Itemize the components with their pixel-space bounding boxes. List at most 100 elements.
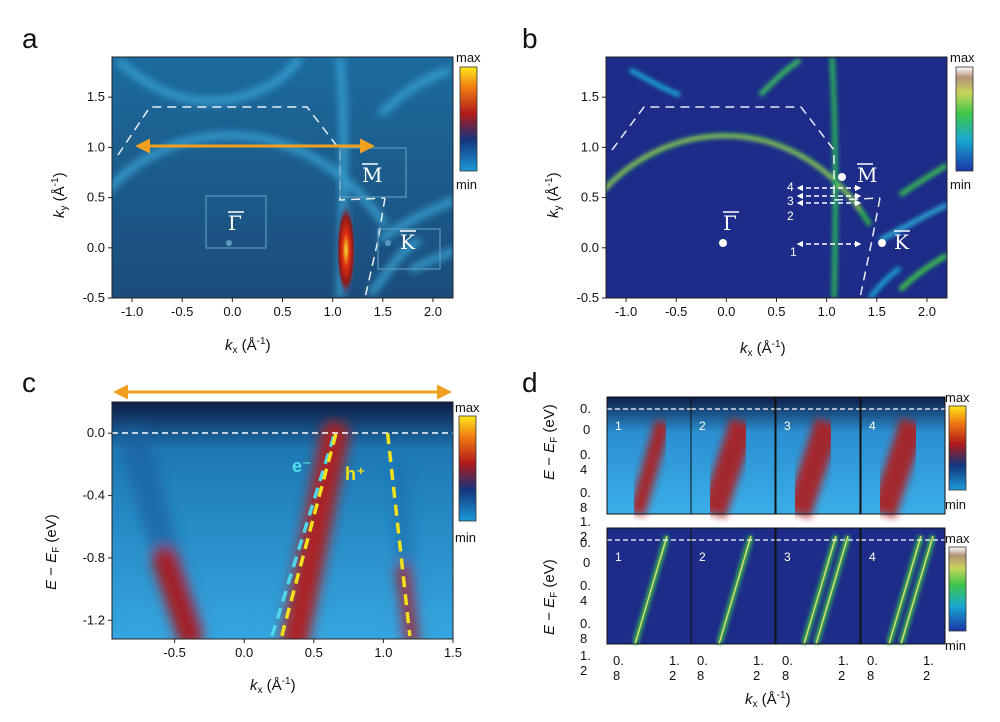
panel-c-series [270, 432, 412, 637]
panel-b-features [606, 57, 947, 298]
panel-c-xtick-label: 1.0 [374, 645, 392, 660]
panel-c-axes: -0.5 0.0 0.5 1.0 1.5 0.0 -0.4 -0.8 -1.2 [83, 425, 462, 660]
panel-b-label: b [522, 23, 538, 54]
k-point [385, 240, 391, 246]
panel-c-series-line [385, 432, 412, 637]
panel-d-cut-label: 2 [699, 419, 706, 433]
panel-d-cell: 4 [860, 527, 946, 645]
panel-b-xtick-label: 1.5 [868, 304, 886, 319]
panel-d-xtick-label: 0. 8 [613, 653, 624, 683]
panel-c-label: c [22, 367, 36, 398]
panel-a-xtick-label: -1.0 [121, 304, 143, 319]
panel-c-ylabel: E − EF (eV) [43, 514, 62, 590]
panel-b-cbar-min: min [950, 177, 971, 192]
panel-a-xlabel: kx (Å-1) [225, 336, 271, 356]
panel-c-cbar-max: max [455, 400, 480, 415]
panel-d-cut-label: 2 [699, 550, 706, 564]
panel-c-xtick-label: 0.0 [235, 645, 253, 660]
panel-d-cut-label: 3 [784, 419, 791, 433]
panel-d-cell: 2 [690, 527, 776, 645]
gamma-symbol-b: Γ [723, 211, 737, 235]
panel-d-ytick-label: 0. 8 [580, 485, 591, 515]
panel-b-ytick-label: -0.5 [577, 290, 599, 305]
panel-d-cell: 1 [606, 396, 692, 517]
panel-b-ytick-label: 1.5 [581, 89, 599, 104]
panel-c-xlabel: kx (Å-1) [250, 676, 296, 696]
panel-b-xtick-label: 0.5 [767, 304, 785, 319]
panel-a-xtick-label: 0.5 [273, 304, 291, 319]
hotspot [336, 202, 356, 298]
panel-d-cell: 2 [690, 396, 776, 519]
panel-a-ytick-label: 0.0 [87, 240, 105, 255]
panel-d-cbar-top-max: max [945, 390, 970, 405]
panel-d-xtick-label: 1. 2 [923, 653, 934, 683]
panel-d-cell: 1 [606, 527, 692, 645]
k-symbol-b: K [894, 230, 910, 254]
panel-d-cbar-bottom-max: max [945, 531, 970, 546]
panel-d-ylabel-top: E − EF (eV) [541, 404, 560, 480]
panel-a-label: a [22, 23, 38, 54]
panel-c-ytick-label: -0.4 [83, 488, 105, 503]
panel-c-colorbar [458, 415, 477, 522]
panel-d-xtick-label: 1. 2 [669, 653, 680, 683]
m-symbol-b: M [857, 163, 877, 187]
panel-c-ytick-label: -1.2 [83, 612, 105, 627]
panel-b-axes: -1.0 -0.5 0.0 0.5 1.0 1.5 2.0 -0.5 0.0 0.5 1.0 1.5 [577, 89, 936, 319]
panel-d-xtick-label: 1. 2 [753, 653, 764, 683]
panel-d-cell: 3 [775, 527, 861, 645]
panel-c-ytick-label: -0.8 [83, 550, 105, 565]
electron-label: e⁻ [292, 456, 312, 476]
gamma-point-b [719, 239, 727, 247]
panel-c-plot: e⁻ h⁺ [111, 401, 454, 640]
cut-label-3: 3 [787, 194, 794, 208]
panel-d-cut-label: 4 [869, 419, 876, 433]
panel-d-ytick-label: 0 [583, 555, 590, 570]
panel-d-xlabel: kx (Å-1) [745, 690, 791, 710]
panel-d-xtick-label: 0. 8 [782, 653, 793, 683]
panel-b-xtick-label: 0.0 [717, 304, 735, 319]
gamma-symbol: Γ [228, 211, 242, 235]
panel-d-ytick-label: 1. 2 [580, 648, 591, 678]
panel-b-ytick-label: 1.0 [581, 139, 599, 154]
panel-a-plot: Γ M K [111, 56, 454, 299]
panel-d-ytick-label: 0. [580, 535, 591, 550]
panel-d-cut-label: 4 [869, 550, 876, 564]
panel-a-xtick-label: 1.0 [324, 304, 342, 319]
hole-label: h⁺ [345, 464, 366, 484]
panel-d-cbar-bottom-min: min [945, 638, 966, 653]
panel-d-cut-label: 3 [784, 550, 791, 564]
k-symbol: K [400, 230, 416, 254]
panel-a-colorbar [459, 66, 478, 172]
panel-a-cbar-max: max [456, 50, 481, 65]
panel-b-ytick-label: 0.5 [581, 190, 599, 205]
panel-b-ylabel: ky (Å-1) [544, 172, 564, 218]
panel-c-ytick-label: 0.0 [87, 425, 105, 440]
panel-c-xtick-label: -0.5 [163, 645, 185, 660]
panel-a-ytick-label: -0.5 [83, 290, 105, 305]
panel-d-cut-label: 1 [615, 419, 622, 433]
panel-a-features [112, 57, 453, 298]
panel-a-ylabel: ky (Å-1) [50, 172, 70, 218]
k-box [377, 228, 441, 270]
panel-c-cbar-min: min [455, 530, 476, 545]
panel-d-plot: 1 2 3 41 2 3 40.00. 40. 81. 20.00. 40. 81. 20. 81. 20.… [580, 396, 946, 683]
panel-c-xtick-label: 1.5 [444, 645, 462, 660]
k-point-b [878, 239, 886, 247]
panel-d-xtick-label: 1. 2 [838, 653, 849, 683]
panel-d-ytick-label: 0. 4 [580, 578, 591, 608]
panel-d-label: d [522, 367, 538, 398]
panel-a-ytick-label: 1.5 [87, 89, 105, 104]
panel-d-ytick-label: 1. 2 [580, 514, 591, 544]
panel-a-xtick-label: 1.5 [374, 304, 392, 319]
cut-label-2: 2 [787, 209, 794, 223]
m-point-b [838, 173, 846, 181]
panel-a-axes: -1.0 -0.5 0.0 0.5 1.0 1.5 2.0 -0.5 0.0 0.5 1.0 1.5 [83, 89, 442, 319]
panel-d-colorbar-bottom [948, 546, 967, 632]
panel-b-colorbar [955, 66, 974, 172]
panel-c-features [112, 421, 453, 639]
panel-b-cbar-max: max [950, 50, 975, 65]
panel-a-xtick-label: 2.0 [424, 304, 442, 319]
panel-d-cbar-top-min: min [945, 497, 966, 512]
panel-d-colorbar-top [948, 405, 967, 491]
